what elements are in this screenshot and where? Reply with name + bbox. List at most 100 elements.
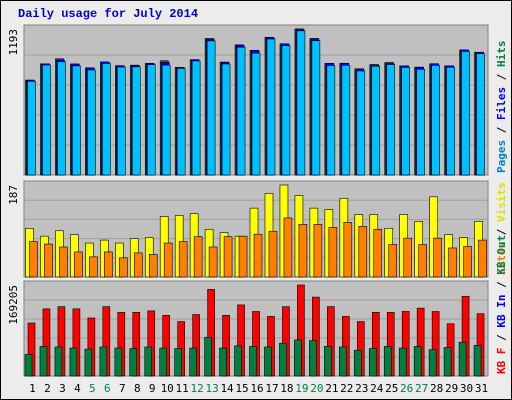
pages-bar-day-31: [476, 53, 485, 176]
kb-out-bar-day-2: [39, 346, 48, 377]
legend-kb-out: KB Out: [495, 235, 508, 275]
sites-bar-day-8: [133, 252, 143, 278]
kb-out-bar-day-27: [413, 346, 422, 377]
kb-out-bar-day-30: [458, 341, 467, 377]
x-tick-day-30: 30: [460, 382, 473, 395]
pages-bar-day-26: [401, 67, 410, 176]
legend-pages: Pages: [495, 140, 508, 173]
kb-out-bar-day-24: [368, 348, 377, 377]
pages-bar-day-29: [446, 66, 455, 176]
pages-bar-day-20: [311, 40, 321, 176]
kb-out-bar-day-1: [24, 354, 33, 377]
sites-bar-day-18: [283, 217, 293, 278]
x-tick-day-7: 7: [119, 382, 126, 395]
x-tick-day-29: 29: [445, 382, 458, 395]
x-tick-day-27: 27: [415, 382, 428, 395]
pages-bar-day-19: [296, 30, 306, 176]
pages-bar-day-4: [72, 65, 81, 176]
x-tick-day-23: 23: [355, 382, 368, 395]
pages-bar-day-27: [416, 68, 425, 176]
pages-bar-day-25: [386, 64, 396, 176]
sites-bar-day-9: [148, 254, 158, 278]
legend-sites: Sites: [495, 242, 508, 275]
x-tick-day-17: 17: [265, 382, 278, 395]
sites-bar-day-24: [373, 228, 383, 278]
panel-2-ymax-label: 187: [7, 185, 20, 205]
sites-bar-day-3: [59, 246, 68, 278]
sites-bar-day-10: [163, 242, 173, 278]
sites-bar-day-29: [448, 247, 457, 278]
x-tick-day-18: 18: [280, 382, 293, 395]
pages-bar-day-11: [176, 68, 186, 176]
kb-out-bar-day-5: [84, 348, 93, 377]
legend-separator: /: [495, 120, 508, 140]
sites-bar-day-26: [403, 237, 412, 278]
sites-bar-day-14: [223, 236, 233, 278]
x-tick-day-10: 10: [161, 382, 174, 395]
sites-bar-day-28: [433, 237, 442, 278]
sites-bar-day-2: [44, 243, 53, 278]
pages-bar-day-8: [131, 66, 141, 176]
x-tick-day-14: 14: [220, 382, 234, 395]
legend-files: Files: [495, 87, 508, 120]
sites-bar-day-19: [298, 224, 308, 278]
pages-bar-day-10: [161, 64, 171, 176]
x-tick-day-11: 11: [176, 382, 189, 395]
kb-out-bar-day-9: [144, 346, 153, 377]
pages-bar-day-17: [266, 38, 276, 176]
x-tick-day-4: 4: [74, 382, 81, 395]
x-tick-day-3: 3: [59, 382, 66, 395]
sites-bar-day-17: [268, 230, 278, 278]
pages-bar-day-22: [341, 64, 351, 176]
kb-out-bar-day-21: [324, 346, 332, 377]
x-tick-day-6: 6: [104, 382, 111, 395]
kb-out-bar-day-20: [309, 340, 317, 377]
x-tick-day-5: 5: [89, 382, 96, 395]
kb-out-bar-day-13: [204, 336, 212, 377]
sites-bar-day-22: [343, 222, 353, 278]
x-tick-day-2: 2: [44, 382, 51, 395]
sites-bar-day-4: [74, 251, 83, 278]
pages-bar-day-3: [57, 61, 66, 176]
x-tick-day-15: 15: [235, 382, 248, 395]
legend-hits: Hits: [495, 41, 508, 68]
x-tick-day-25: 25: [385, 382, 398, 395]
legend-separator: /: [495, 275, 508, 295]
sites-bar-day-5: [89, 256, 98, 278]
x-tick-day-22: 22: [340, 382, 353, 395]
sites-bar-day-25: [388, 244, 398, 278]
pages-bar-day-9: [146, 64, 156, 176]
pages-bar-day-16: [251, 52, 261, 176]
kb-out-bar-day-6: [99, 346, 108, 377]
legend-separator: /: [495, 67, 508, 87]
pages-bar-day-13: [206, 40, 216, 176]
pages-bar-day-18: [281, 45, 291, 176]
kb-out-bar-day-7: [114, 347, 123, 377]
pages-bar-day-7: [117, 66, 126, 176]
legend-separator: /: [495, 328, 508, 348]
x-tick-day-19: 19: [295, 382, 308, 395]
pages-bar-day-23: [356, 70, 366, 176]
x-tick-day-28: 28: [430, 382, 443, 395]
kb-out-bar-day-28: [428, 349, 437, 377]
x-tick-day-24: 24: [370, 382, 384, 395]
pages-bar-day-21: [326, 65, 336, 176]
x-tick-day-20: 20: [310, 382, 323, 395]
legend-kb-f: KB F: [495, 348, 508, 375]
kb-out-bar-day-26: [398, 347, 407, 377]
chart-title: Daily usage for July 2014: [18, 7, 199, 21]
sites-bar-day-7: [119, 257, 128, 278]
legend-kb-in: KB In: [495, 295, 508, 328]
pages-bar-day-30: [461, 51, 470, 176]
x-tick-day-26: 26: [400, 382, 413, 395]
kb-out-bar-day-17: [264, 346, 272, 377]
sites-bar-day-1: [29, 241, 38, 278]
kb-out-bar-day-8: [129, 348, 138, 377]
pages-bar-day-15: [236, 46, 246, 176]
kb-out-bar-day-25: [383, 346, 392, 377]
kb-out-bar-day-22: [339, 346, 347, 377]
kb-out-bar-day-15: [234, 345, 242, 377]
pages-bar-day-24: [371, 65, 381, 176]
sites-bar-day-27: [418, 244, 427, 278]
sites-bar-day-31: [478, 239, 487, 278]
